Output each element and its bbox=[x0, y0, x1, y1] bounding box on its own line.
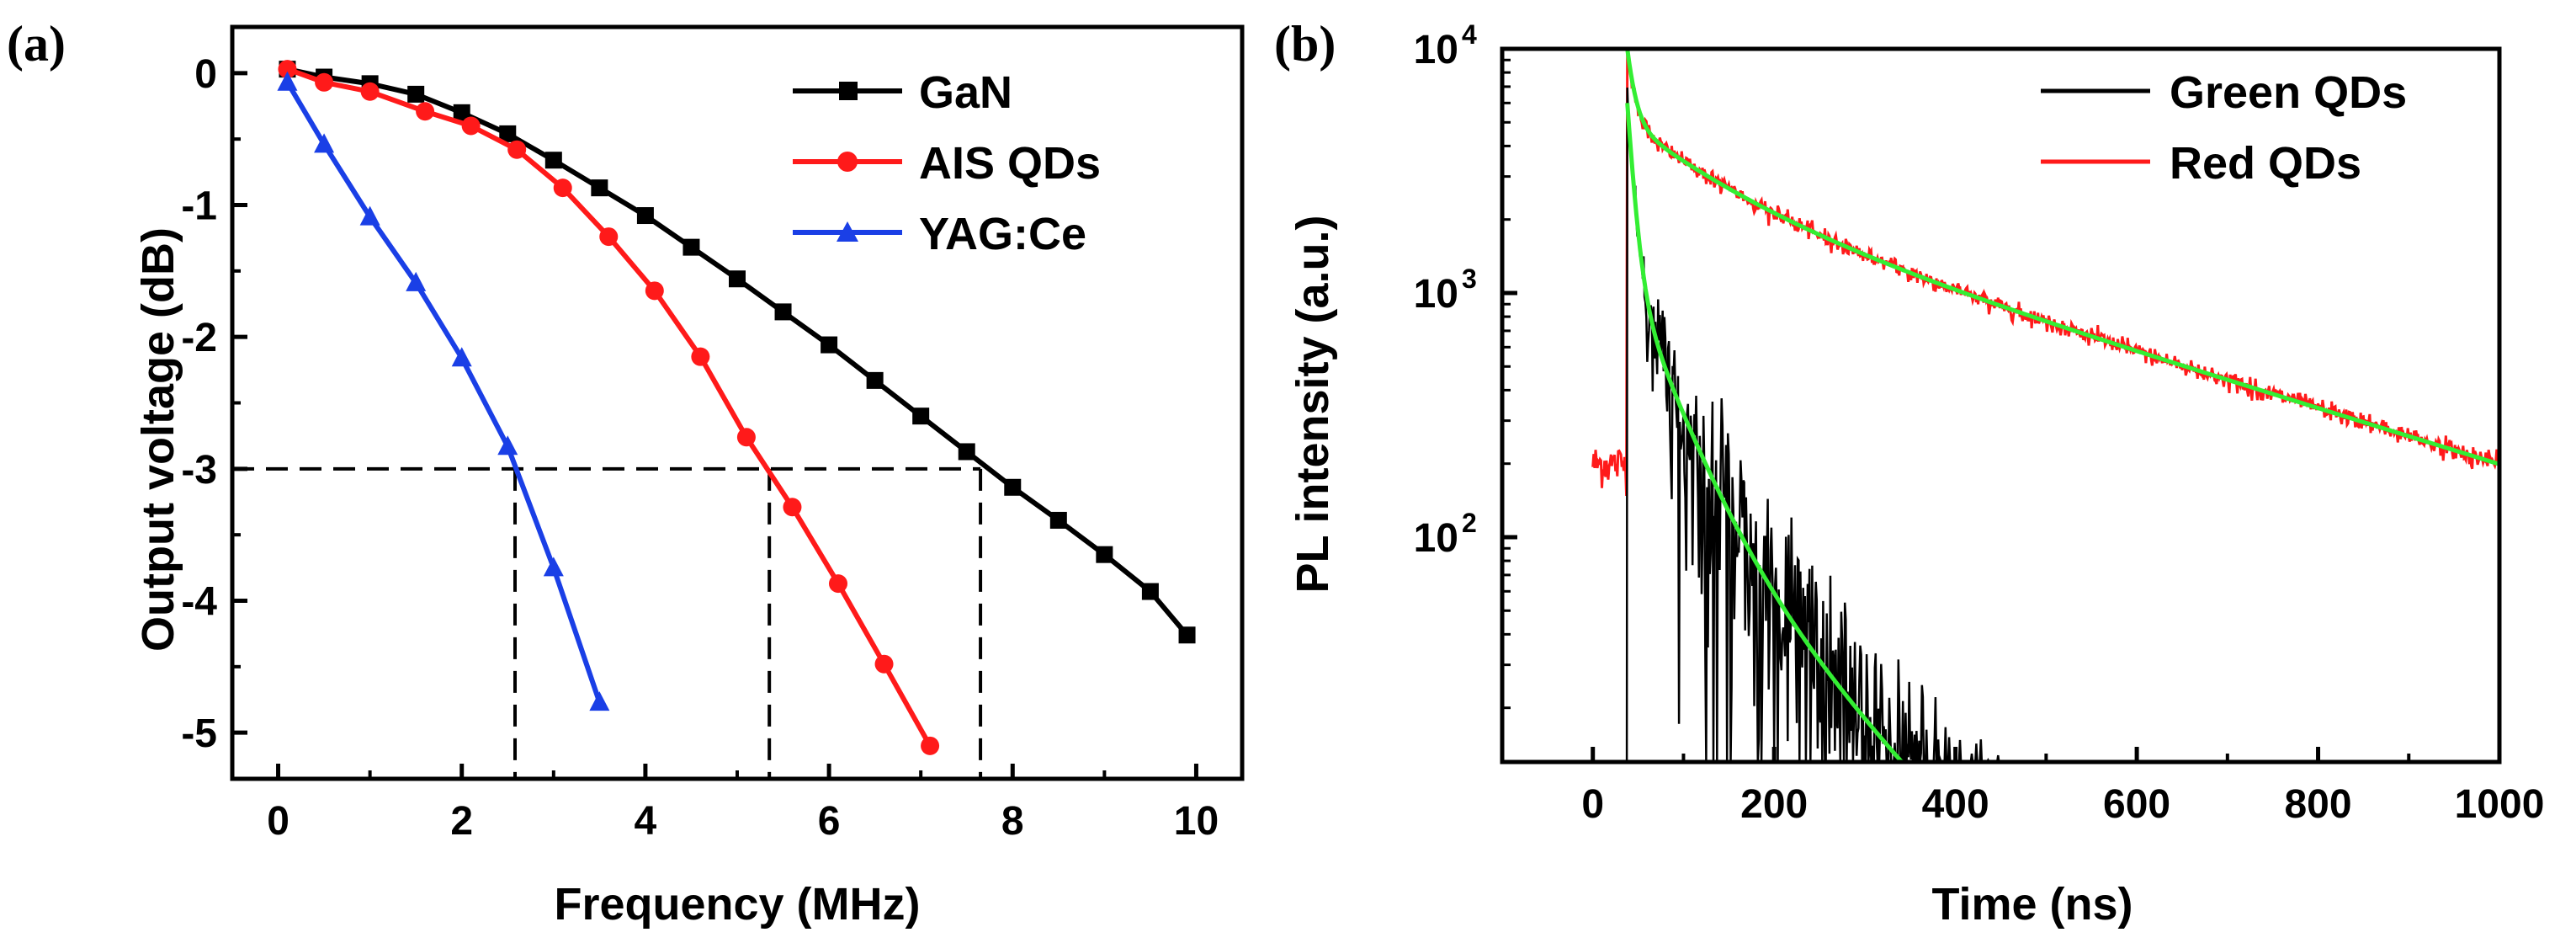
data-point-yag-ce bbox=[497, 435, 518, 456]
y-tick-exponent: 4 bbox=[1462, 19, 1477, 50]
y-tick-label: 10 bbox=[1414, 272, 1458, 317]
data-point-ais-qds bbox=[829, 574, 847, 594]
data-point-yag-ce bbox=[406, 271, 427, 291]
panel-b-plot-area bbox=[1500, 46, 2502, 765]
y-tick-exponent: 3 bbox=[1462, 264, 1477, 294]
x-tick-label: 1000 bbox=[2455, 782, 2545, 827]
data-point-gan bbox=[683, 238, 700, 256]
data-point-gan bbox=[1049, 511, 1067, 529]
data-point-ais-qds bbox=[783, 498, 802, 517]
panel-b-x-axis-label: Time (ns) bbox=[1931, 879, 2133, 930]
y-tick-label: -1 bbox=[181, 184, 217, 229]
x-tick-label: 800 bbox=[2284, 782, 2351, 827]
fit-curve-green-qds bbox=[1625, 103, 2499, 762]
series-yag-ce-line bbox=[284, 81, 603, 704]
data-point-gan bbox=[591, 179, 608, 197]
panel-b-data bbox=[1591, 49, 2499, 762]
data-point-ais-qds bbox=[315, 72, 334, 92]
series-ais-qds-line bbox=[286, 67, 932, 748]
panel-a: (a) 0 -1 -2 -3 -4 -5 0 2 4 6 8 10 Output voltage (… bbox=[7, 16, 1245, 930]
data-point-gan bbox=[958, 443, 975, 461]
x-tick-label: 6 bbox=[818, 799, 841, 844]
data-point-gan bbox=[912, 408, 930, 425]
data-point-yag-ce bbox=[359, 205, 380, 226]
data-point-yag-ce bbox=[451, 347, 472, 367]
legend-yag-marker bbox=[837, 221, 858, 242]
panel-a-x-axis-label: Frequency (MHz) bbox=[554, 879, 920, 930]
panel-b-x-ticks: 0 200 400 600 800 1000 bbox=[1500, 747, 2545, 827]
y-tick-label: -4 bbox=[181, 580, 217, 625]
data-point-gan bbox=[636, 207, 654, 225]
y-tick-exponent: 2 bbox=[1462, 508, 1477, 538]
data-point-gan bbox=[453, 104, 470, 121]
legend-ais-marker bbox=[837, 152, 858, 172]
x-tick-label: 200 bbox=[1740, 782, 1808, 827]
y-tick-label: 0 bbox=[194, 52, 217, 97]
data-point-gan bbox=[1096, 546, 1113, 563]
x-tick-label: 2 bbox=[450, 799, 473, 844]
data-point-gan bbox=[821, 336, 838, 354]
data-point-yag-ce bbox=[543, 557, 564, 577]
x-tick-label: 4 bbox=[635, 799, 657, 844]
y-tick-label: 10 bbox=[1414, 516, 1458, 561]
x-tick-label: 0 bbox=[267, 799, 289, 844]
data-point-gan bbox=[729, 270, 746, 288]
data-point-yag-ce bbox=[589, 691, 610, 711]
legend-red-qds-label: Red QDs bbox=[2170, 138, 2361, 189]
data-point-ais-qds bbox=[507, 140, 527, 159]
data-point-ais-qds bbox=[736, 428, 756, 447]
data-point-gan bbox=[544, 152, 562, 169]
data-point-ais-qds bbox=[416, 102, 435, 121]
data-point-ais-qds bbox=[553, 178, 572, 198]
legend-gan-marker bbox=[839, 82, 858, 100]
panel-a-y-ticks: 0 -1 -2 -3 -4 -5 bbox=[181, 52, 247, 756]
data-point-ais-qds bbox=[645, 281, 664, 301]
x-tick-label: 400 bbox=[1922, 782, 1989, 827]
data-point-gan bbox=[866, 371, 884, 389]
data-point-gan bbox=[1004, 478, 1022, 496]
data-point-yag-ce bbox=[277, 71, 298, 91]
legend-gan-label: GaN bbox=[919, 67, 1012, 118]
data-point-gan bbox=[1141, 583, 1159, 600]
data-point-ais-qds bbox=[921, 736, 940, 755]
panel-b-legend: Green QDs Red QDs bbox=[2041, 67, 2407, 189]
data-point-ais-qds bbox=[278, 60, 297, 79]
y-tick-label: -5 bbox=[181, 711, 217, 756]
data-point-gan bbox=[774, 303, 792, 321]
panel-b-label: (b) bbox=[1274, 16, 1336, 72]
data-point-ais-qds bbox=[874, 654, 894, 674]
panel-a-label: (a) bbox=[7, 16, 66, 72]
data-point-gan bbox=[407, 85, 425, 103]
series-green-qds-trace bbox=[1592, 88, 2499, 762]
x-tick-label: 8 bbox=[1001, 799, 1024, 844]
data-point-yag-ce bbox=[314, 133, 335, 153]
x-tick-label: 600 bbox=[2103, 782, 2170, 827]
legend-green-qds-label: Green QDs bbox=[2170, 67, 2407, 118]
data-point-ais-qds bbox=[691, 347, 710, 366]
panel-a-legend: GaN AIS QDs YAG:Ce bbox=[793, 67, 1101, 259]
y-tick-label: -3 bbox=[181, 448, 217, 493]
panel-b-y-axis-label: PL intensity (a.u.) bbox=[1288, 215, 1338, 593]
legend-ais-label: AIS QDs bbox=[919, 138, 1101, 189]
x-tick-label: 10 bbox=[1174, 799, 1219, 844]
data-point-ais-qds bbox=[461, 116, 481, 136]
data-point-gan bbox=[1178, 626, 1196, 644]
y-tick-label: -2 bbox=[181, 316, 217, 360]
panel-a-plot-area bbox=[230, 24, 1245, 781]
y-tick-label: 10 bbox=[1414, 28, 1458, 72]
panel-a-x-ticks: 0 2 4 6 8 10 bbox=[267, 764, 1219, 844]
panel-b-frame bbox=[1500, 46, 2502, 765]
panel-a-y-axis-label: Output voltage (dB) bbox=[133, 227, 183, 652]
x-tick-label: 0 bbox=[1581, 782, 1604, 827]
legend-yag-label: YAG:Ce bbox=[919, 209, 1086, 259]
data-point-ais-qds bbox=[599, 227, 619, 247]
data-point-ais-qds bbox=[360, 82, 380, 101]
data-point-gan bbox=[499, 125, 517, 142]
fit-curve-red-qds bbox=[1625, 49, 2499, 466]
